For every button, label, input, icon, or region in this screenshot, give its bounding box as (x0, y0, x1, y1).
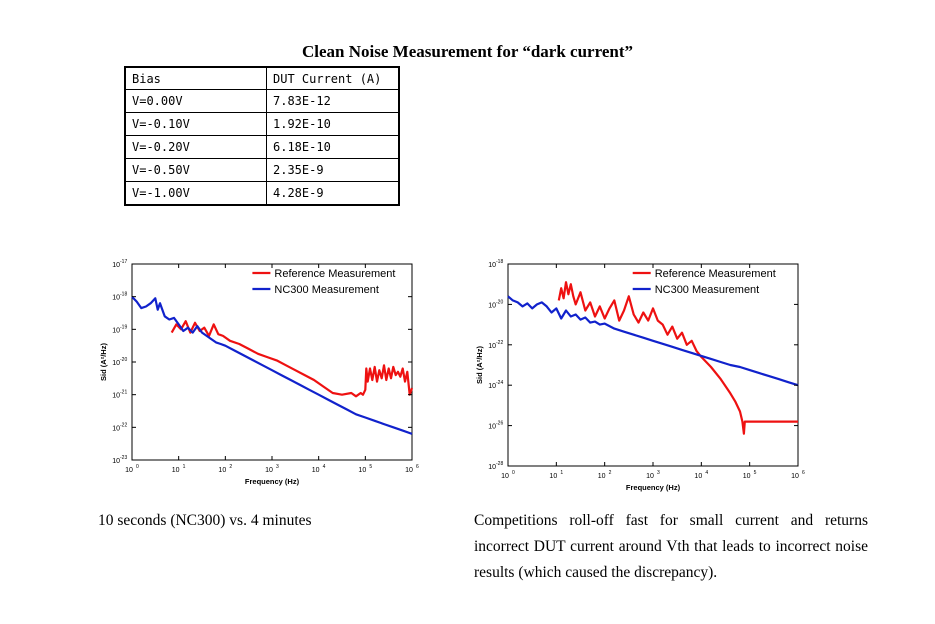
y-tick-label: 10 (112, 360, 120, 367)
y-tick-exponent: -21 (120, 390, 127, 396)
y-tick-exponent: -22 (120, 422, 127, 428)
y-tick-label: 10 (488, 262, 496, 269)
bias-cell: V=-0.50V (124, 158, 267, 182)
bias-current-table: Bias DUT Current (A) V=0.00V 7.83E-12 V=-… (124, 66, 400, 206)
x-tick-exponent: 4 (705, 470, 708, 476)
x-tick-label: 10 (501, 473, 509, 480)
bias-cell: V=0.00V (124, 89, 267, 113)
y-axis-label: Sid (A²/Hz) (476, 346, 484, 384)
y-tick-label: 10 (488, 464, 496, 471)
series-line (507, 295, 799, 387)
x-tick-label: 10 (405, 467, 413, 474)
x-tick-label: 10 (125, 467, 133, 474)
caption-right: Competitions roll-off fast for small cur… (474, 512, 868, 581)
x-axis-label: Frequency (Hz) (245, 477, 300, 486)
series-line (170, 320, 414, 398)
y-tick-exponent: -23 (120, 455, 127, 461)
y-tick-label: 10 (488, 302, 496, 309)
table-row: V=-1.00V 4.28E-9 (124, 181, 400, 206)
x-tick-label: 10 (646, 473, 654, 480)
y-tick-exponent: -20 (496, 299, 503, 305)
y-tick-exponent: -18 (120, 292, 127, 298)
y-tick-exponent: -28 (496, 461, 503, 467)
y-tick-label: 10 (112, 327, 120, 334)
y-tick-exponent: -26 (496, 421, 503, 427)
x-tick-exponent: 3 (657, 470, 660, 476)
y-tick-label: 10 (112, 458, 120, 465)
plot-frame (131, 263, 413, 461)
current-cell: 2.35E-9 (266, 158, 400, 182)
current-cell: 4.28E-9 (266, 181, 400, 206)
x-tick-exponent: 2 (229, 464, 232, 470)
legend-label: Reference Measurement (655, 268, 776, 280)
x-tick-exponent: 1 (560, 470, 563, 476)
x-tick-exponent: 6 (802, 470, 805, 476)
x-tick-label: 10 (598, 473, 606, 480)
x-tick-label: 10 (549, 473, 557, 480)
plot-frame (507, 263, 799, 467)
x-tick-exponent: 2 (609, 470, 612, 476)
y-tick-exponent: -20 (120, 357, 127, 363)
legend-label: Reference Measurement (274, 268, 395, 280)
x-tick-exponent: 1 (183, 464, 186, 470)
current-cell: 6.18E-10 (266, 135, 400, 159)
x-tick-exponent: 5 (369, 464, 372, 470)
table-row: V=0.00V 7.83E-12 (124, 89, 400, 113)
page-title: Clean Noise Measurement for “dark curren… (302, 42, 633, 61)
legend-label: NC300 Measurement (655, 284, 760, 296)
column-header-dut-current: DUT Current (A) (266, 66, 400, 90)
current-cell: 7.83E-12 (266, 89, 400, 113)
y-tick-label: 10 (112, 393, 120, 400)
caption-left: 10 seconds (NC300) vs. 4 minutes (98, 512, 312, 529)
y-tick-exponent: -19 (120, 324, 127, 330)
bias-cell: V=-1.00V (124, 181, 267, 206)
bias-cell: V=-0.20V (124, 135, 267, 159)
x-tick-label: 10 (312, 467, 320, 474)
y-tick-exponent: -24 (496, 380, 503, 386)
legend-label: NC300 Measurement (274, 284, 379, 296)
y-tick-label: 10 (112, 425, 120, 432)
y-tick-label: 10 (112, 295, 120, 302)
x-tick-label: 10 (172, 467, 180, 474)
x-tick-exponent: 3 (276, 464, 279, 470)
x-tick-exponent: 6 (416, 464, 419, 470)
current-cell: 1.92E-10 (266, 112, 400, 136)
x-tick-label: 10 (218, 467, 226, 474)
y-tick-exponent: -18 (496, 259, 503, 265)
x-tick-label: 10 (358, 467, 366, 474)
table-row: V=-0.50V 2.35E-9 (124, 158, 400, 182)
x-tick-exponent: 0 (136, 464, 139, 470)
y-tick-label: 10 (488, 383, 496, 390)
series-line (131, 295, 413, 435)
table-row: V=-0.10V 1.92E-10 (124, 112, 400, 136)
x-tick-label: 10 (791, 473, 799, 480)
table-row: V=-0.20V 6.18E-10 (124, 135, 400, 159)
y-tick-label: 10 (112, 262, 120, 269)
y-tick-label: 10 (488, 343, 496, 350)
table-header-row: Bias DUT Current (A) (124, 66, 400, 90)
y-axis-label: Sid (A²/Hz) (100, 343, 108, 381)
x-tick-label: 10 (743, 473, 751, 480)
x-axis-label: Frequency (Hz) (626, 483, 681, 492)
x-tick-exponent: 0 (512, 470, 515, 476)
x-tick-exponent: 5 (754, 470, 757, 476)
x-tick-exponent: 4 (323, 464, 326, 470)
y-tick-label: 10 (488, 424, 496, 431)
series-line (557, 281, 798, 435)
x-tick-label: 10 (265, 467, 273, 474)
y-tick-exponent: -22 (496, 340, 503, 346)
bias-cell: V=-0.10V (124, 112, 267, 136)
x-tick-label: 10 (694, 473, 702, 480)
y-tick-exponent: -17 (120, 259, 127, 265)
column-header-bias: Bias (124, 66, 267, 90)
